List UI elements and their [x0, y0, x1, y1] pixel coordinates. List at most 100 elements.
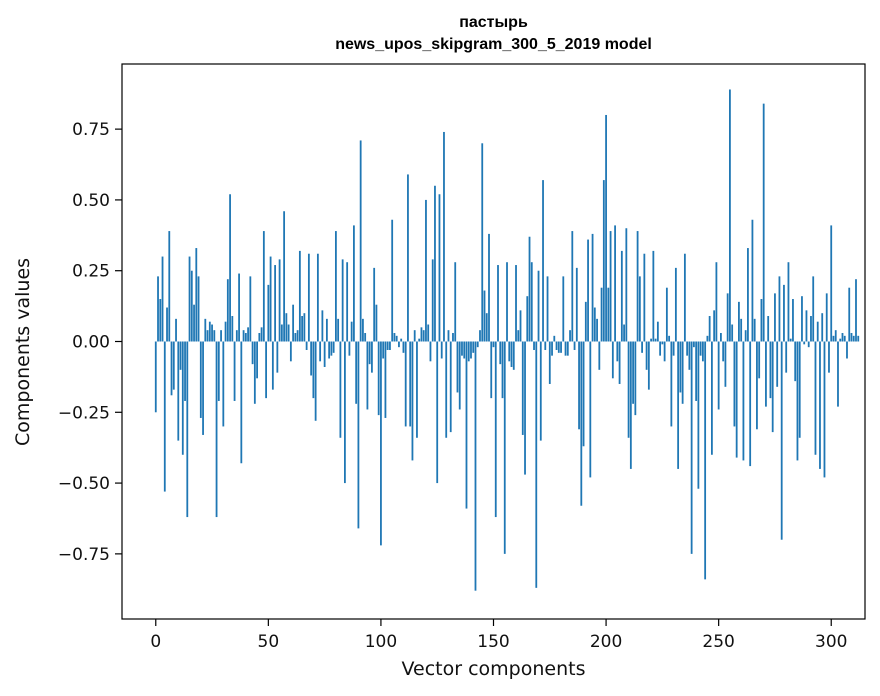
bar-202	[609, 231, 612, 342]
x-tick-label-200: 200	[590, 632, 622, 652]
bar-204	[614, 225, 616, 342]
bar-249	[715, 262, 718, 342]
bar-152	[497, 265, 499, 342]
bar-138	[465, 341, 468, 509]
bar-96	[371, 341, 373, 373]
bar-267	[756, 341, 758, 430]
bar-171	[539, 341, 542, 441]
bar-14	[186, 341, 189, 518]
bar-110	[402, 341, 405, 353]
bar-117	[418, 338, 421, 342]
bar-276	[776, 341, 779, 387]
bar-275	[774, 293, 776, 342]
bar-116	[416, 341, 418, 438]
bar-226	[663, 341, 666, 362]
bar-35	[233, 341, 236, 401]
bar-288	[803, 341, 806, 345]
bar-235	[683, 253, 686, 342]
bar-289	[805, 310, 808, 342]
bar-182	[564, 341, 567, 356]
bar-230	[672, 341, 675, 356]
bar-278	[780, 341, 783, 540]
bar-9	[175, 318, 177, 342]
bar-54	[276, 341, 279, 373]
bar-133	[454, 262, 457, 342]
bar-302	[834, 330, 837, 342]
bar-271	[765, 341, 767, 407]
bar-69	[310, 341, 313, 376]
bar-3	[161, 256, 164, 342]
bar-223	[656, 321, 659, 342]
bar-34	[231, 316, 234, 342]
bar-120	[425, 199, 427, 342]
bar-36	[235, 330, 238, 342]
bar-37	[238, 273, 240, 342]
bar-55	[278, 259, 281, 342]
bar-310	[852, 335, 855, 342]
bar-155	[503, 341, 506, 554]
bar-134	[456, 341, 459, 393]
bar-78	[330, 341, 333, 356]
bar-193	[589, 341, 592, 478]
bar-6	[168, 231, 171, 342]
bar-141	[472, 341, 475, 353]
bar-33	[229, 194, 231, 342]
x-tick-label-0: 0	[150, 632, 161, 652]
bar-83	[341, 259, 344, 342]
bar-285	[796, 341, 799, 461]
y-tick-label-6: 0.75	[72, 120, 110, 140]
bar-307	[846, 341, 848, 359]
bar-94	[366, 341, 369, 410]
bar-212	[632, 341, 634, 404]
bar-260	[740, 318, 743, 342]
bar-130	[447, 330, 450, 342]
plot-frame	[121, 63, 866, 620]
bar-15	[188, 256, 191, 342]
bar-262	[744, 330, 747, 342]
bar-21	[202, 341, 204, 435]
bar-47	[260, 327, 263, 342]
bar-129	[445, 341, 448, 438]
bar-32	[226, 279, 229, 342]
bar-232	[677, 341, 680, 469]
bar-17	[193, 304, 195, 342]
bar-197	[598, 341, 601, 370]
bar-211	[629, 341, 632, 469]
bar-106	[393, 333, 396, 342]
bar-28	[217, 341, 220, 401]
bar-105	[391, 219, 394, 342]
bar-66	[303, 313, 306, 342]
bar-101	[382, 341, 385, 359]
bar-300	[830, 225, 833, 342]
bar-153	[499, 341, 502, 365]
bar-29	[220, 330, 222, 342]
bar-4	[163, 341, 166, 492]
bar-252	[722, 341, 725, 362]
bar-191	[584, 301, 587, 342]
bar-174	[546, 276, 549, 342]
bar-264	[749, 341, 752, 467]
bar-93	[364, 333, 367, 342]
bar-59	[287, 324, 290, 342]
bar-167	[530, 262, 533, 342]
bar-215	[638, 276, 641, 342]
bar-84	[343, 341, 346, 484]
bar-181	[562, 276, 565, 342]
bar-41	[247, 327, 249, 342]
bar-195	[593, 307, 596, 342]
bar-293	[814, 341, 817, 455]
bar-44	[253, 341, 256, 404]
bar-24	[208, 321, 211, 342]
bar-297	[823, 341, 826, 478]
bar-183	[566, 341, 569, 356]
bar-53	[274, 265, 277, 342]
bar-25	[211, 324, 213, 342]
bar-203	[611, 341, 614, 379]
bar-143	[476, 341, 479, 348]
bar-225	[661, 341, 664, 345]
bar-39	[242, 330, 245, 342]
bar-207	[620, 250, 623, 342]
bar-109	[400, 338, 403, 342]
